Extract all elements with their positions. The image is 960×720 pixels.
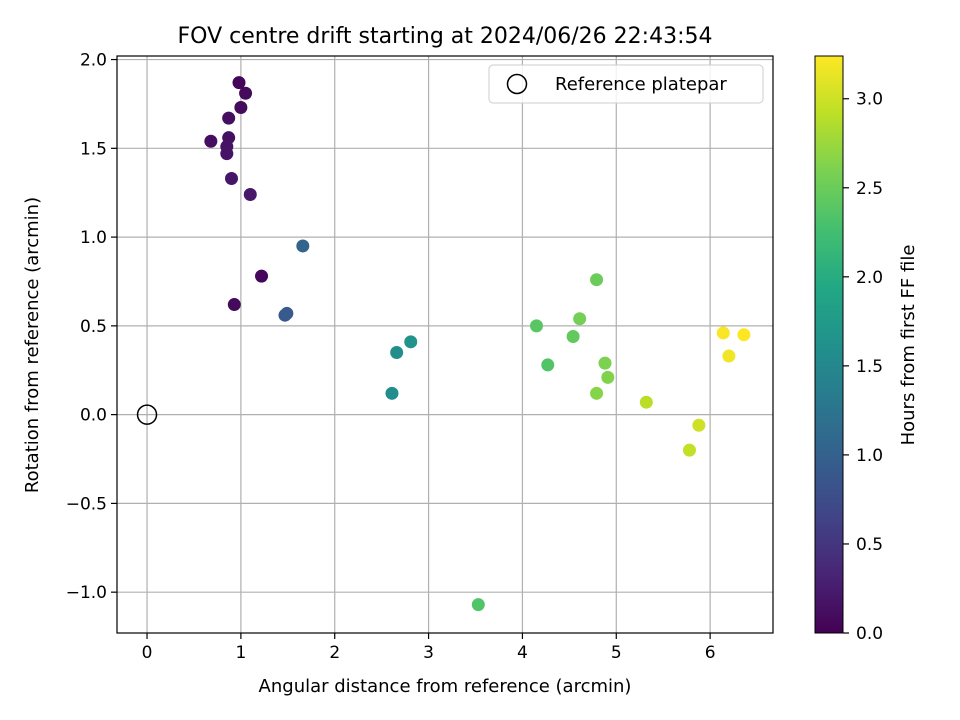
x-tick-label: 1 <box>235 643 246 663</box>
data-point <box>243 187 257 201</box>
data-point <box>598 356 612 370</box>
colorbar: 0.0 0.5 1.0 1.5 2.0 2.5 3.0 Hours from first F… <box>814 55 919 644</box>
reference-marker-layer <box>136 404 158 425</box>
data-point <box>716 326 730 340</box>
plot-frame <box>116 55 774 634</box>
colorbar-tick-label: 1.0 <box>856 446 883 466</box>
legend-entry-label: Reference platepar <box>555 74 727 95</box>
colorbar-label: Hours from first FF file <box>898 245 919 446</box>
y-tick-label: 2.0 <box>80 51 107 71</box>
y-tick-label: 0.0 <box>80 406 107 426</box>
data-point <box>590 273 604 287</box>
data-point <box>722 349 736 363</box>
data-point <box>692 418 706 432</box>
data-point <box>280 306 294 320</box>
data-point <box>239 86 253 100</box>
colorbar-tick-label: 2.0 <box>856 268 883 288</box>
data-points <box>204 76 751 612</box>
y-axis-label: Rotation from reference (arcmin) <box>22 197 43 493</box>
data-point <box>682 443 696 457</box>
y-tick-label: 0.5 <box>80 317 107 337</box>
data-point <box>390 345 404 359</box>
data-point <box>601 370 615 384</box>
data-point <box>737 328 751 342</box>
data-point <box>639 395 653 409</box>
data-point <box>296 239 310 253</box>
legend: Reference platepar <box>488 64 764 104</box>
legend-box <box>488 64 764 104</box>
data-point <box>471 598 485 612</box>
data-point <box>227 298 241 312</box>
x-axis-ticks: 0 1 2 3 4 5 6 <box>142 633 716 663</box>
data-point <box>590 386 604 400</box>
legend-marker-icon <box>506 73 528 95</box>
y-tick-label: 1.0 <box>80 228 107 248</box>
colorbar-tick-label: 3.0 <box>856 90 883 110</box>
x-tick-label: 6 <box>705 643 716 663</box>
data-point <box>204 134 218 148</box>
x-tick-label: 0 <box>142 643 153 663</box>
colorbar-tick-label: 0.5 <box>856 535 883 555</box>
data-point <box>541 358 555 372</box>
data-point <box>220 147 234 161</box>
colorbar-tick-label: 0.0 <box>856 624 883 644</box>
colorbar-ticks: 0.0 0.5 1.0 1.5 2.0 2.5 3.0 <box>843 90 883 644</box>
data-point <box>385 386 399 400</box>
data-point <box>232 76 246 90</box>
data-point <box>530 319 544 333</box>
x-tick-label: 3 <box>423 643 434 663</box>
grid <box>117 56 773 633</box>
data-point <box>255 269 269 283</box>
y-tick-label: 1.5 <box>80 139 107 159</box>
data-point <box>573 312 587 326</box>
data-point <box>404 335 418 349</box>
x-tick-label: 2 <box>329 643 340 663</box>
colorbar-gradient <box>814 55 844 634</box>
chart-title: FOV centre drift starting at 2024/06/26 … <box>178 24 713 49</box>
data-point <box>222 111 236 125</box>
y-tick-label: −1.0 <box>66 583 107 603</box>
data-point <box>234 100 248 114</box>
data-point <box>566 330 580 344</box>
colorbar-tick-label: 2.5 <box>856 179 883 199</box>
reference-platepar-marker <box>136 404 158 425</box>
data-point <box>224 172 238 186</box>
y-axis-ticks: −1.0 −0.5 0.0 0.5 1.0 1.5 2.0 <box>66 51 117 603</box>
x-axis-label: Angular distance from reference (arcmin) <box>259 676 632 697</box>
x-tick-label: 4 <box>517 643 528 663</box>
y-tick-label: −0.5 <box>66 494 107 514</box>
colorbar-tick-label: 1.5 <box>856 357 883 377</box>
x-tick-label: 5 <box>611 643 622 663</box>
